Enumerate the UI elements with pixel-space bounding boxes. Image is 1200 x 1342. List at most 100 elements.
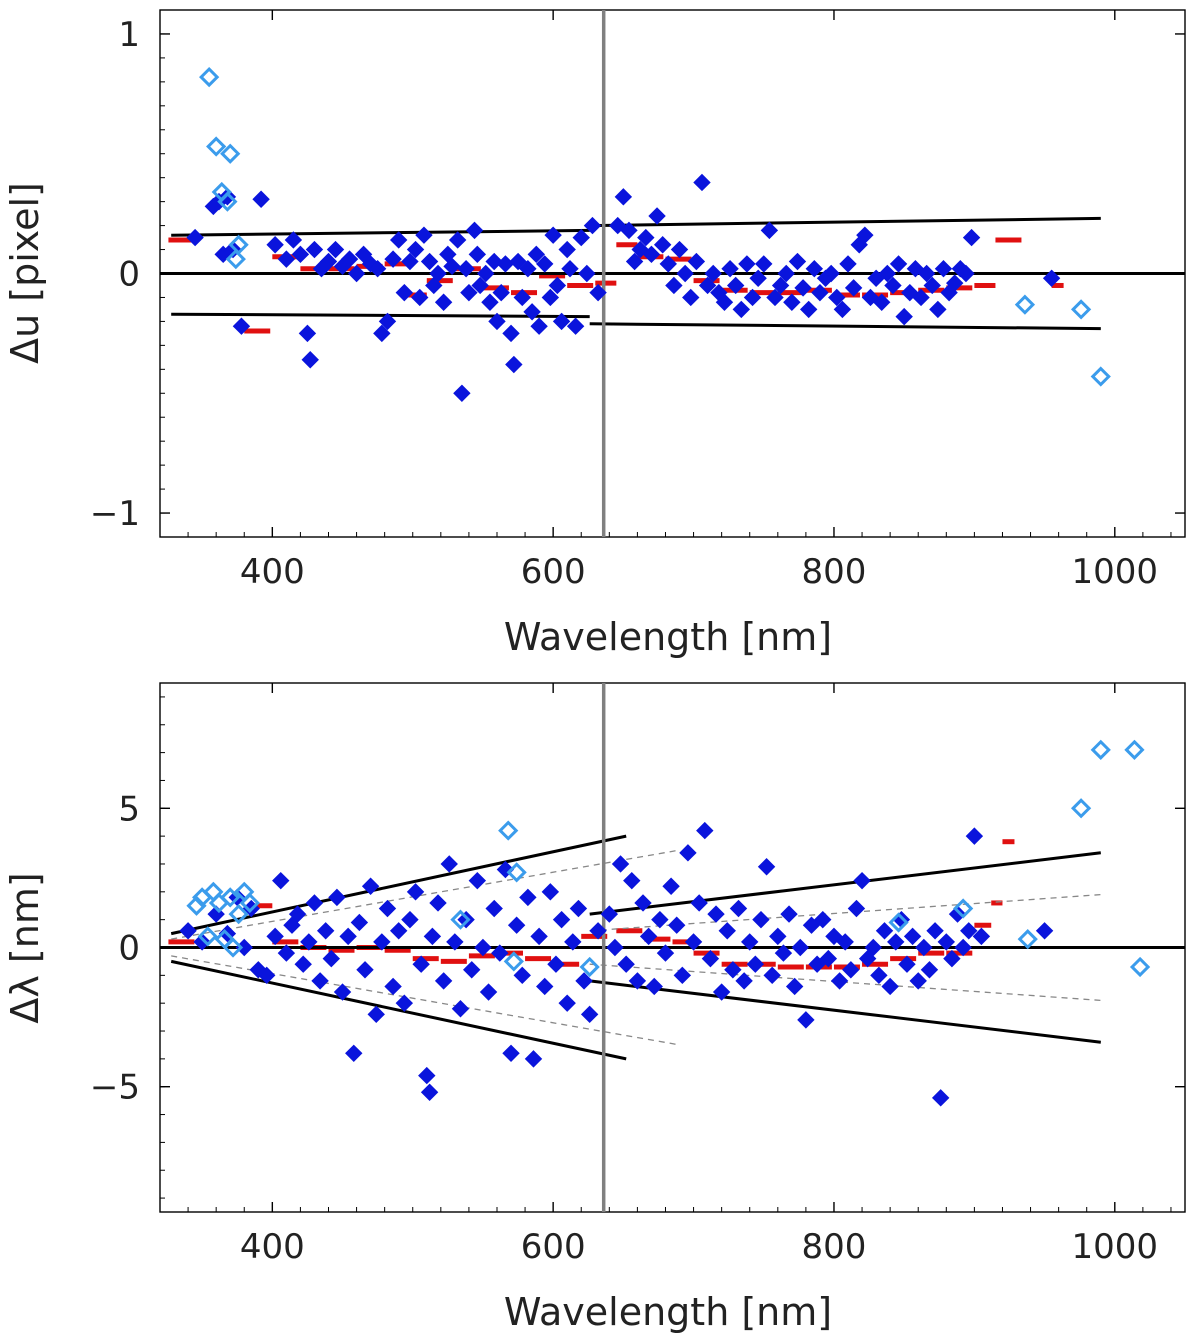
du-data-point (625, 252, 644, 271)
dlambda-data-point (339, 927, 357, 946)
dlambda-data-point (367, 1005, 385, 1024)
dlambda-data-point (757, 858, 776, 876)
du-data-point (822, 264, 840, 283)
dlambda-data-point (485, 899, 503, 918)
dlambda-line-upper-blue-dashed (171, 849, 680, 940)
dlambda-data-point (513, 966, 531, 985)
du-x-tick-label: 1000 (1072, 552, 1159, 592)
dlambda-data-point (429, 894, 447, 912)
du-data-point (488, 312, 506, 331)
dlambda-data-point (235, 938, 253, 957)
du-data-point (527, 245, 546, 264)
du-data-point (415, 226, 433, 244)
du-data-point (642, 245, 661, 264)
dlambda-y-tick-label: 5 (118, 789, 140, 829)
du-data-point (544, 226, 562, 244)
du-data-point (844, 279, 863, 297)
dlambda-data-point (328, 888, 346, 907)
dlambda-data-point (729, 899, 748, 918)
du-data-point (743, 288, 762, 307)
du-data-point (856, 226, 874, 244)
du-panel: 400 600 800 1000 −1 0 1 Wavelength [nm] Δu [pi… (3, 9, 1186, 659)
du-data-point (477, 264, 495, 283)
dlambda-data-point (333, 983, 352, 1001)
du-data-point (266, 236, 284, 254)
dlambda-data-point (915, 938, 933, 957)
du-data-point (828, 288, 846, 307)
dlambda-data-point (479, 983, 498, 1001)
du-data-point (923, 276, 941, 295)
du-data-point (839, 255, 857, 273)
du-data-point (453, 384, 471, 402)
du-data-point (659, 255, 677, 273)
dlambda-line-lower-blue-dashed (171, 955, 680, 1046)
dlambda-data-point (266, 927, 284, 946)
dlambda-data-point (468, 871, 487, 890)
du-data-point (443, 257, 461, 276)
dlambda-data-point (305, 894, 324, 912)
du-data-point (298, 324, 317, 343)
du-data-point (232, 317, 251, 335)
dlambda-data-point (791, 938, 809, 957)
dlambda-data-point (780, 905, 798, 923)
dlambda-data-point (769, 927, 787, 946)
dlambda-data-point (617, 955, 635, 973)
dlambda-data-point (193, 933, 211, 951)
dlambda-data-point (536, 977, 554, 996)
du-data-point (726, 276, 745, 295)
du-data-point (429, 264, 447, 283)
dlambda-data-point (420, 1083, 439, 1101)
dlambda-data-point (507, 916, 526, 934)
dlambda-data-point (746, 955, 765, 973)
du-y-axis-label: Δu [pixel] (3, 182, 47, 364)
dlambda-data-point (662, 877, 680, 895)
du-data-point (471, 276, 489, 295)
du-data-point (895, 307, 913, 326)
dlambda-x-axis-label: Wavelength [nm] (504, 1290, 832, 1334)
du-data-point (523, 303, 541, 321)
dlambda-data-point (316, 922, 335, 940)
du-data-point (766, 288, 784, 307)
dlambda-data-point (283, 916, 301, 934)
dlambda-data-point (785, 977, 804, 996)
dlambda-rejected-point (1124, 739, 1145, 760)
du-rejected-point (228, 234, 249, 255)
dlambda-data-point (864, 938, 882, 957)
dlambda-data-point (870, 966, 888, 985)
dlambda-data-point (887, 933, 905, 951)
dlambda-data-point (656, 944, 675, 962)
dlambda-data-point (965, 827, 984, 845)
dlambda-data-point (651, 910, 669, 929)
du-data-point (347, 264, 366, 283)
dlambda-line-lower-blue-envelope (170, 959, 627, 1061)
du-data-point (384, 250, 402, 268)
dlambda-y-tick-label: −5 (90, 1068, 140, 1108)
du-data-point (929, 300, 947, 319)
dlambda-rejected-point (506, 862, 527, 883)
dlambda-data-point (440, 855, 458, 873)
du-x-tick-label: 400 (240, 552, 305, 592)
du-data-point (682, 288, 700, 307)
dlambda-line-layer (160, 834, 1185, 1061)
dlambda-data-point (345, 1044, 363, 1063)
du-data-point (468, 245, 487, 264)
dlambda-data-point (931, 1089, 950, 1107)
dlambda-data-point (356, 961, 374, 979)
du-data-point (530, 317, 548, 335)
dlambda-data-point (519, 888, 537, 907)
dlambda-data-point (1035, 922, 1054, 940)
dlambda-data-point (712, 983, 731, 1001)
dlambda-data-point (898, 955, 916, 973)
dlambda-data-point (547, 955, 565, 973)
du-data-point (805, 260, 824, 278)
du-line-upper-red-arm (589, 216, 1101, 228)
du-data-point (492, 283, 510, 302)
dlambda-x-tick-label: 800 (802, 1227, 867, 1267)
dlambda-data-point (673, 966, 692, 985)
dlambda-data-point (277, 944, 296, 962)
dlambda-data-point (628, 972, 647, 990)
dlambda-data-point (451, 1000, 470, 1018)
du-data-point (889, 255, 908, 273)
du-data-point (777, 264, 795, 283)
du-data-point (541, 288, 560, 307)
